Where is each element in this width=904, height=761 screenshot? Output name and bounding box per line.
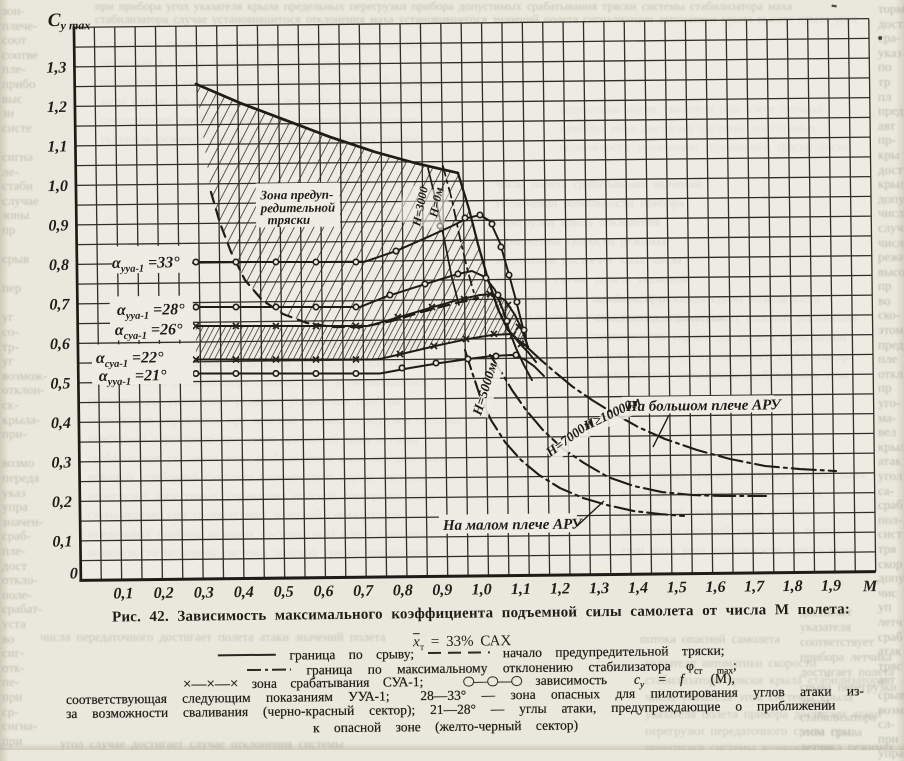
svg-text:На большом плече АРУ: На большом плече АРУ bbox=[625, 397, 782, 415]
svg-text:1,3: 1,3 bbox=[46, 59, 66, 76]
svg-text:0,6: 0,6 bbox=[50, 336, 70, 353]
svg-text:0,7: 0,7 bbox=[49, 296, 70, 313]
svg-text:0,1: 0,1 bbox=[52, 533, 72, 550]
svg-text:0,2: 0,2 bbox=[154, 585, 174, 602]
svg-text:0,5: 0,5 bbox=[274, 584, 294, 601]
svg-text:На малом плече АРУ: На малом плече АРУ bbox=[442, 517, 583, 535]
svg-text:0,3: 0,3 bbox=[51, 454, 71, 471]
svg-text:0: 0 bbox=[70, 565, 78, 582]
svg-text:1,3: 1,3 bbox=[589, 580, 609, 597]
svg-text:0,8: 0,8 bbox=[393, 582, 413, 599]
svg-text:Су mах: Су mах bbox=[48, 10, 91, 33]
svg-text:0,4: 0,4 bbox=[51, 415, 71, 432]
svg-text:1,6: 1,6 bbox=[705, 579, 725, 596]
svg-text:1,1: 1,1 bbox=[511, 581, 531, 598]
svg-text:1,2: 1,2 bbox=[47, 99, 67, 116]
svg-text:0,7: 0,7 bbox=[353, 583, 374, 600]
svg-text:0,9: 0,9 bbox=[432, 582, 452, 599]
svg-text:редительной: редительной bbox=[260, 200, 336, 216]
svg-text:М: М bbox=[862, 578, 878, 595]
svg-text:0,8: 0,8 bbox=[49, 257, 69, 274]
svg-text:0,6: 0,6 bbox=[313, 583, 333, 600]
svg-text:Н=0м: Н=0м bbox=[426, 186, 446, 220]
svg-text:1,7: 1,7 bbox=[744, 578, 765, 595]
svg-text:1,9: 1,9 bbox=[821, 577, 841, 594]
svg-text:Зона предуп-: Зона предуп- bbox=[259, 187, 333, 203]
svg-text:1,2: 1,2 bbox=[550, 580, 570, 597]
svg-text:1,5: 1,5 bbox=[667, 579, 687, 596]
svg-text:1,1: 1,1 bbox=[47, 138, 67, 155]
svg-text:1,8: 1,8 bbox=[783, 578, 803, 595]
svg-text:1,0: 1,0 bbox=[48, 178, 68, 195]
svg-text:1,4: 1,4 bbox=[628, 580, 648, 597]
svg-text:тряски: тряски bbox=[267, 212, 310, 227]
svg-text:0,1: 0,1 bbox=[113, 585, 133, 602]
svg-text:0,9: 0,9 bbox=[48, 217, 68, 234]
svg-text:0,3: 0,3 bbox=[194, 584, 214, 601]
svg-text:1,0: 1,0 bbox=[472, 581, 492, 598]
svg-text:0,5: 0,5 bbox=[50, 375, 70, 392]
svg-text:0,4: 0,4 bbox=[234, 584, 254, 601]
svg-text:0,2: 0,2 bbox=[52, 494, 72, 511]
